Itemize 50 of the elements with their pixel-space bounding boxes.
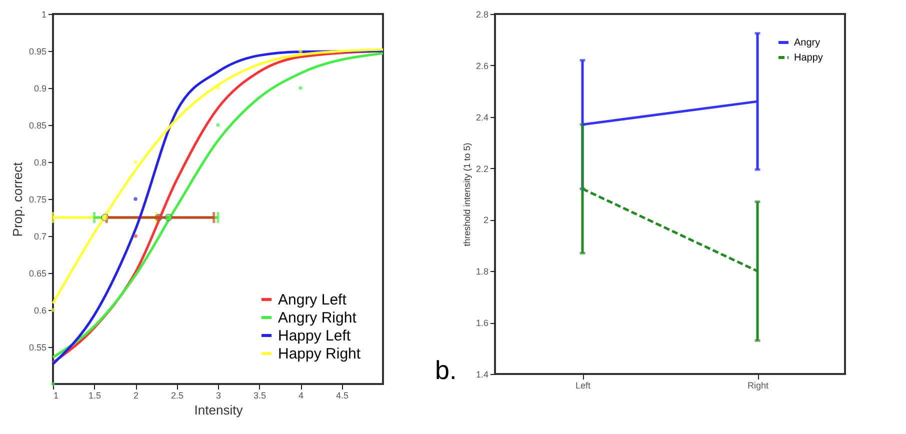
x-tick-label: 2.5 (170, 390, 184, 400)
y-tick-label: 2.6 (476, 60, 488, 71)
point (134, 160, 138, 164)
x-tick-label: 4.5 (336, 390, 349, 400)
y-tick-label: 1 (41, 10, 46, 20)
y-tick-label: 0.8 (34, 158, 46, 168)
legend-label: Happy Left (278, 328, 352, 344)
y-tick-label: 2.4 (476, 112, 488, 122)
point (164, 214, 172, 222)
legend-label: Happy (794, 52, 823, 64)
point (154, 214, 162, 222)
y-tick-label: 1.8 (476, 266, 488, 277)
y-tick-label: 0.95 (28, 46, 46, 56)
y-tick-label: 0.65 (28, 268, 46, 278)
x-tick-label: 3.5 (253, 390, 266, 400)
point (298, 49, 302, 53)
text: b. (435, 355, 457, 385)
y-tick-label: 0.75 (28, 194, 46, 204)
y-axis-title: Prop. correct (10, 162, 25, 237)
point (134, 234, 138, 238)
point (216, 86, 220, 90)
x-tick-label: 1 (54, 390, 59, 400)
y-tick-label: 0.55 (28, 342, 46, 352)
point (134, 197, 138, 201)
y-axis-title: threshold intensity (1 to 5) (462, 142, 472, 246)
y-tick-label: 2.2 (476, 164, 488, 174)
point (101, 214, 109, 222)
y-tick-label: 1.6 (476, 318, 488, 328)
legend-label: Angry Left (278, 292, 348, 308)
point (216, 123, 220, 127)
x-tick-label: 2 (133, 390, 139, 400)
x-tick-label: 3 (216, 390, 222, 400)
y-tick-label: 2 (483, 215, 488, 226)
y-tick-label: 0.6 (34, 306, 46, 316)
y-tick-label: 1.4 (476, 370, 488, 380)
point (298, 86, 302, 90)
x-tick-label: 4 (298, 390, 304, 400)
y-tick-label: 0.7 (34, 232, 46, 242)
point (51, 382, 55, 386)
x-tick-label: Left (575, 380, 592, 390)
legend-label: Angry Right (278, 310, 358, 326)
x-tick-label: Right (747, 380, 769, 390)
y-tick-label: 2.8 (476, 10, 488, 20)
point (51, 308, 55, 312)
x-tick-label: 1.5 (88, 390, 102, 400)
x-axis-title: Intensity (194, 402, 244, 418)
legend-label: Angry (794, 38, 820, 48)
y-tick-label: 0.9 (34, 84, 46, 94)
y-tick-label: 0.85 (28, 120, 46, 130)
legend-label: Happy Right (278, 346, 362, 362)
